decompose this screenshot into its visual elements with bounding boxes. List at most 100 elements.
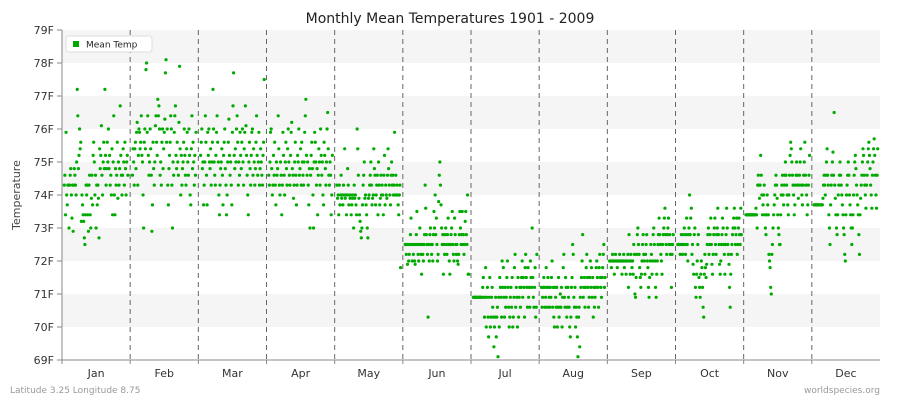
data-point (168, 140, 172, 144)
data-point (296, 160, 300, 164)
y-axis-ticks: 69F 70F 71F 72F 73F 74F 75F 76F 77F 78F 79F (34, 24, 62, 367)
data-point (669, 285, 674, 289)
data-point (159, 183, 163, 187)
data-point (504, 305, 508, 309)
data-point (481, 275, 485, 280)
data-point (449, 233, 453, 237)
data-point (659, 259, 664, 263)
data-point (805, 213, 809, 217)
data-point (235, 114, 239, 118)
data-point (648, 259, 652, 263)
data-point (188, 193, 192, 197)
data-point (192, 160, 196, 164)
data-point (83, 242, 87, 247)
data-point (626, 285, 631, 289)
data-point (535, 252, 539, 256)
data-point (447, 259, 451, 263)
data-point (501, 266, 505, 270)
x-tick-label: Sep (631, 367, 652, 380)
data-point (777, 233, 781, 237)
data-point (229, 183, 233, 187)
data-point (823, 193, 827, 197)
data-point (138, 147, 142, 151)
data-point (693, 285, 698, 289)
data-point (379, 173, 383, 177)
x-tick-label: Apr (291, 367, 311, 380)
y-tick-label: 77F (34, 90, 54, 103)
data-point (372, 167, 376, 171)
data-point (456, 262, 460, 266)
data-point (457, 233, 461, 237)
data-point (701, 305, 705, 309)
data-point (271, 183, 275, 187)
data-point (157, 104, 161, 108)
data-point (136, 183, 140, 187)
data-point (229, 160, 233, 164)
data-point (74, 193, 78, 197)
data-point (275, 173, 279, 177)
data-point (416, 252, 420, 256)
data-point (834, 226, 839, 230)
data-point (514, 285, 518, 289)
data-point (363, 196, 367, 200)
data-point (795, 173, 799, 177)
data-point (122, 183, 126, 187)
data-point (313, 130, 317, 134)
data-point (543, 295, 548, 299)
data-point (384, 183, 388, 187)
data-point (599, 295, 604, 299)
data-point (870, 206, 874, 210)
data-point (310, 140, 314, 144)
data-point (499, 315, 504, 319)
data-point (228, 173, 232, 177)
data-point (666, 216, 671, 220)
data-point (770, 252, 774, 256)
data-point (105, 167, 109, 171)
data-point (211, 127, 216, 131)
data-point (568, 335, 572, 339)
data-point (210, 140, 214, 144)
data-point (765, 193, 769, 197)
data-point (636, 226, 640, 230)
data-point (173, 114, 177, 118)
data-point (452, 259, 456, 263)
data-point (202, 183, 206, 187)
x-tick-label: Feb (155, 367, 174, 380)
data-point (214, 153, 218, 157)
data-point (728, 285, 732, 289)
data-point (381, 213, 385, 217)
data-point (499, 295, 503, 299)
data-point (350, 196, 355, 200)
data-point (189, 147, 193, 151)
data-point (383, 203, 387, 207)
data-point (584, 285, 588, 289)
data-point (362, 173, 366, 177)
data-point (247, 140, 252, 144)
data-points (62, 58, 880, 359)
data-point (805, 193, 809, 197)
data-point (637, 252, 641, 256)
data-point (294, 203, 299, 207)
data-point (581, 233, 585, 237)
data-point (454, 252, 458, 256)
data-point (588, 259, 592, 263)
data-point (274, 203, 278, 207)
x-tick-label: Mar (222, 367, 243, 380)
data-point (317, 147, 321, 151)
data-point (644, 242, 648, 247)
data-point (508, 295, 512, 299)
data-point (220, 147, 224, 151)
data-point (89, 196, 93, 200)
data-point (791, 183, 795, 187)
data-point (514, 305, 518, 309)
data-point (434, 233, 438, 237)
data-point (712, 233, 716, 237)
data-point (638, 266, 642, 270)
data-point (557, 315, 561, 319)
data-point (76, 114, 80, 118)
data-point (622, 266, 626, 270)
data-point (246, 193, 250, 197)
data-point (397, 213, 401, 217)
data-point (390, 160, 394, 164)
data-point (407, 252, 411, 256)
